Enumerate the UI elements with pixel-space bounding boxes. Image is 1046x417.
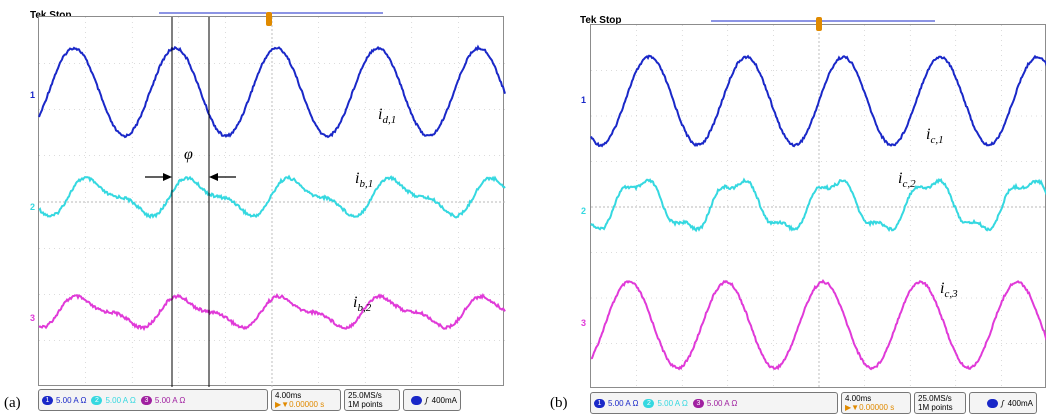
channel-3-marker-b[interactable]: 3 — [581, 318, 587, 328]
ch3-scale-b: 5.00 A Ω — [706, 398, 738, 408]
trigger-slope-icon-b: ʃ — [1001, 398, 1004, 408]
channel-1-marker-b[interactable]: 1 — [581, 95, 587, 105]
ch2-scale: 5.00 A Ω — [105, 395, 136, 405]
ch1-scale: 5.00 A Ω — [56, 395, 87, 405]
waveform-display-a — [38, 12, 506, 387]
ch1-badge: 1 — [42, 395, 53, 405]
wave-label-ic3: ic,3 — [940, 280, 958, 301]
timebase-value: 4.00ms — [275, 391, 302, 400]
phase-angle-label: φ — [184, 146, 193, 163]
timebase-value-b: 4.00ms — [845, 394, 872, 403]
channel-1-marker-a[interactable]: 1 — [30, 90, 36, 100]
scope-panel-b: Tek Stop 1 2 3 ic,1 ic,2 ic,3 1 5.00 A Ω… — [540, 0, 1046, 417]
control-bar-b: 1 5.00 A Ω 2 5.00 A Ω 3 5.00 A Ω 4.00ms … — [590, 392, 1040, 414]
record-length: 1M points — [348, 400, 383, 409]
trigger-position-marker-a[interactable] — [266, 12, 272, 26]
acquisition-box-b[interactable]: 25.0MS/s 1M points — [914, 392, 966, 414]
trace-id1 — [38, 44, 506, 139]
trigger-box-a[interactable]: ʃ 400mA — [403, 389, 461, 411]
waveform-display-b — [590, 20, 1046, 389]
ch3-scale: 5.00 A Ω — [154, 395, 186, 405]
sample-rate-b: 25.0MS/s — [918, 394, 952, 403]
ch1-badge-b: 1 — [594, 398, 605, 408]
scope-screen-b — [590, 20, 1046, 389]
channel-scale-box-b[interactable]: 1 5.00 A Ω 2 5.00 A Ω 3 5.00 A Ω — [590, 392, 838, 414]
graticule — [591, 25, 1046, 389]
trace-ic1 — [590, 54, 1046, 148]
scope-screen-a — [38, 12, 506, 387]
wave-label-ic2: ic,2 — [898, 170, 916, 191]
time-offset: ▶▼0.00000 s — [275, 400, 325, 409]
panel-label-b: (b) — [550, 395, 568, 411]
panel-label-a: (a) — [4, 395, 21, 411]
trigger-slope-icon: ʃ — [425, 395, 428, 405]
trace-ic3 — [590, 278, 1046, 371]
trace-ib2 — [38, 293, 506, 332]
control-bar-a: 1 5.00 A Ω 2 5.00 A Ω 3 5.00 A Ω 4.00ms … — [38, 389, 464, 411]
channel-3-marker-a[interactable]: 3 — [30, 313, 36, 323]
wave-label-ic1: ic,1 — [926, 126, 944, 147]
record-length-b: 1M points — [918, 403, 953, 412]
trace-ic2 — [590, 177, 1046, 233]
time-offset-b: ▶▼0.00000 s — [845, 403, 895, 412]
ch3-badge-b: 3 — [692, 398, 704, 408]
acquisition-box-a[interactable]: 25.0MS/s 1M points — [344, 389, 400, 411]
trigger-level: 400mA — [431, 395, 457, 405]
timebase-box-a[interactable]: 4.00ms ▶▼0.00000 s — [271, 389, 341, 411]
channel-scale-box-a[interactable]: 1 5.00 A Ω 2 5.00 A Ω 3 5.00 A Ω — [38, 389, 268, 411]
trigger-level-b: 400mA — [1007, 398, 1033, 408]
ch2-scale-b: 5.00 A Ω — [657, 398, 688, 408]
ch1-scale-b: 5.00 A Ω — [608, 398, 639, 408]
wave-label-ib2: ib,2 — [353, 294, 372, 315]
phase-arrowhead-left — [163, 173, 172, 181]
channel-2-marker-b[interactable]: 2 — [581, 206, 587, 216]
trigger-source-badge — [411, 395, 423, 405]
phase-arrowhead-right — [209, 173, 218, 181]
scope-panel-a: Tek Stop 1 2 3 id,1 ib,1 ib,2 φ 1 5.00 A… — [0, 0, 520, 417]
wave-label-id1: id,1 — [378, 106, 397, 127]
timebase-box-b[interactable]: 4.00ms ▶▼0.00000 s — [841, 392, 911, 414]
trace-ib1 — [38, 174, 506, 219]
trigger-position-marker-b[interactable] — [816, 17, 822, 31]
trigger-source-badge-b — [987, 398, 999, 408]
ch3-badge: 3 — [140, 395, 152, 405]
scope-status-a: Tek Stop — [30, 10, 71, 21]
wave-label-ib1: ib,1 — [355, 170, 374, 191]
sample-rate: 25.0MS/s — [348, 391, 382, 400]
trigger-box-b[interactable]: ʃ 400mA — [969, 392, 1037, 414]
ch2-badge: 2 — [91, 395, 103, 405]
channel-2-marker-a[interactable]: 2 — [30, 202, 36, 212]
ch2-badge-b: 2 — [643, 398, 655, 408]
scope-status-b: Tek Stop — [580, 15, 622, 26]
